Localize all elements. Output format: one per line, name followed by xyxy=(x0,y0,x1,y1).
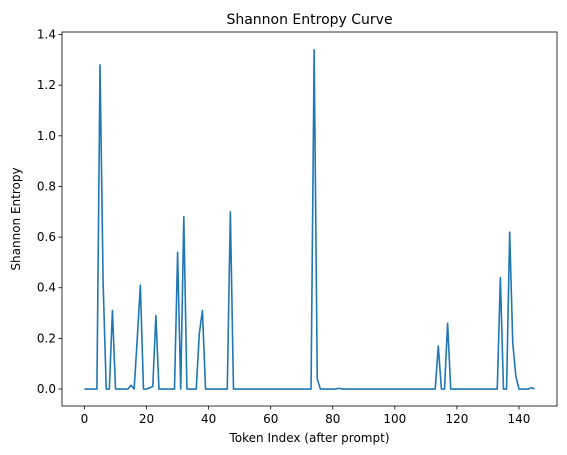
plot-frame xyxy=(61,31,558,407)
y-tick-label: 0.4 xyxy=(37,281,56,295)
plot-area xyxy=(61,31,558,407)
y-tick-label: 1.4 xyxy=(37,28,56,42)
y-tick-label: 0.6 xyxy=(37,230,56,244)
x-axis-title: Token Index (after prompt) xyxy=(228,431,389,445)
x-tick-label: 0 xyxy=(81,412,89,426)
x-tick-label: 140 xyxy=(508,412,531,426)
entropy-series-line-0 xyxy=(84,48,535,390)
y-axis-ticks: 0.0 0.2 0.4 0.6 0.8 1.0 1.2 1.4 xyxy=(37,28,62,396)
x-tick-label: 60 xyxy=(263,412,278,426)
x-tick-label: 120 xyxy=(445,412,468,426)
x-tick-label: 20 xyxy=(139,412,154,426)
y-tick-label: 1.0 xyxy=(37,129,56,143)
chart-title: Shannon Entropy Curve xyxy=(226,12,392,28)
y-tick-label: 0.2 xyxy=(37,331,56,345)
x-tick-label: 40 xyxy=(201,412,216,426)
y-tick-label: 0.0 xyxy=(37,382,56,396)
x-tick-label: 80 xyxy=(325,412,340,426)
y-axis-title: Shannon Entropy xyxy=(9,167,23,270)
x-axis-ticks: 0 20 40 60 80 100 120 140 xyxy=(81,406,531,426)
y-tick-label: 1.2 xyxy=(37,78,56,92)
x-tick-label: 100 xyxy=(383,412,406,426)
y-tick-label: 0.8 xyxy=(37,179,56,193)
